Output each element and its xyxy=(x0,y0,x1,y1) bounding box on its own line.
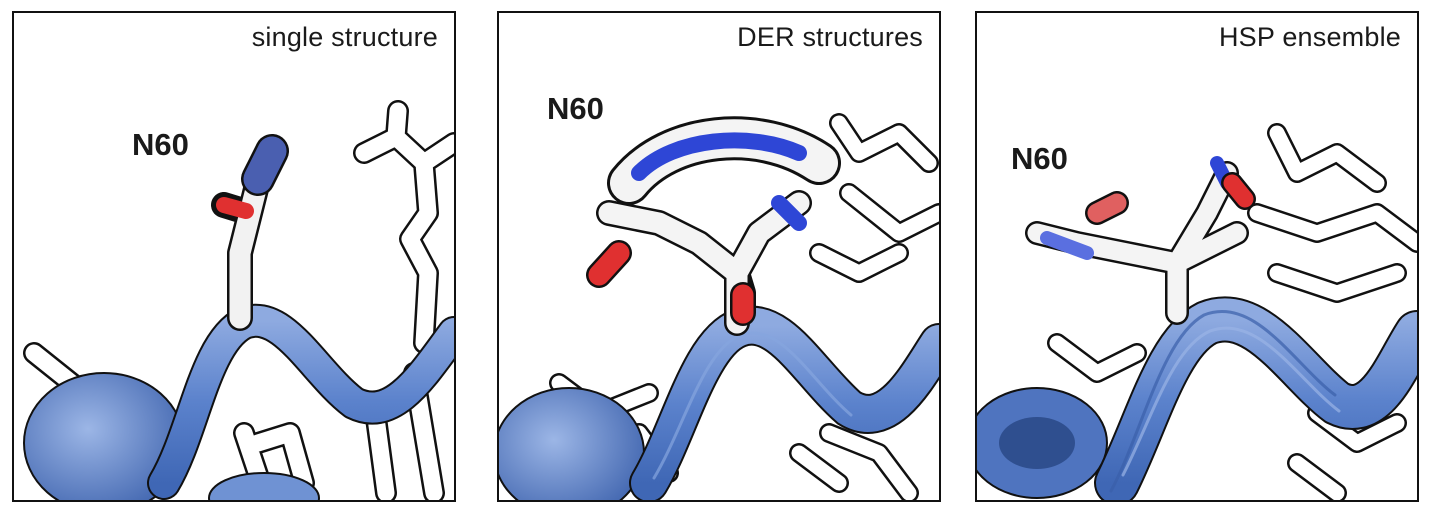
panel-caption: HSP ensemble xyxy=(1218,22,1401,52)
n60-sidechain-ensemble xyxy=(1025,156,1256,325)
n60-sidechain xyxy=(211,134,289,331)
panel-caption: single structure xyxy=(251,22,438,52)
residue-label: N60 xyxy=(132,127,189,162)
residue-label: N60 xyxy=(547,91,604,126)
panel-single-structure: single structure N60 xyxy=(12,11,456,502)
sidechain-sticks xyxy=(23,100,454,500)
panel-hsp-ensemble: HSP ensemble N60 xyxy=(975,11,1419,502)
panel-der-structures: DER structures N60 xyxy=(497,11,941,502)
hsp-ensemble-render xyxy=(977,123,1417,500)
single-structure-render xyxy=(23,100,454,500)
der-structures-render xyxy=(499,113,939,500)
sidechain-sticks xyxy=(1047,123,1417,500)
n60-sidechain-ensemble xyxy=(586,116,841,336)
residue-label: N60 xyxy=(1011,141,1068,176)
panel-caption: DER structures xyxy=(737,22,923,52)
backbone-bundle xyxy=(1094,296,1417,500)
